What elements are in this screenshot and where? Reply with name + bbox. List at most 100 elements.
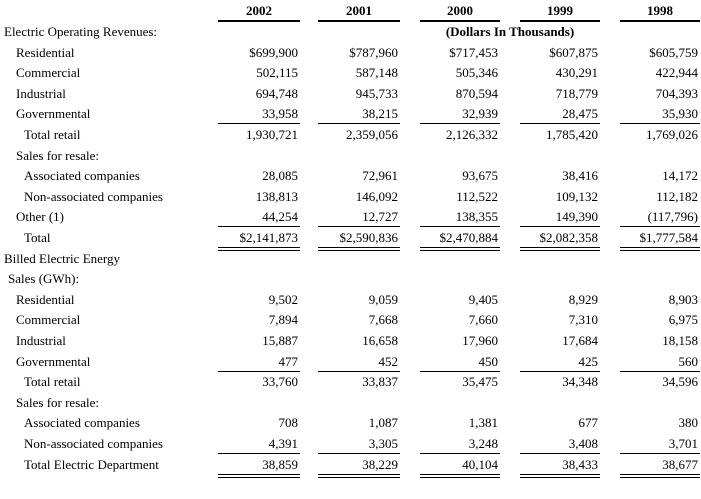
- header-rule: [420, 20, 500, 22]
- header-rule: [620, 20, 700, 22]
- cell-value: 1,381: [468, 415, 498, 431]
- cell-value: $2,141,873: [239, 230, 299, 245]
- cell-value: 34,348: [562, 374, 598, 390]
- subtotal-rule: [520, 123, 600, 125]
- total-rule: [218, 473, 300, 475]
- cell-value: 7,668: [368, 312, 398, 328]
- cell-value: 8,929: [568, 291, 598, 307]
- cell-value: (117,796): [647, 209, 698, 225]
- row-label: Total retail: [24, 127, 81, 142]
- cell-value: 15,887: [262, 333, 298, 348]
- cell-value: 35,475: [462, 374, 498, 390]
- cell-value: 14,172: [662, 168, 698, 184]
- cell-value: $787,960: [349, 44, 398, 60]
- total-rule: [218, 247, 300, 248]
- cell-value: 870,594: [455, 85, 498, 101]
- cell-value: 425: [578, 353, 599, 369]
- row-label: Billed Electric Energy: [4, 250, 120, 266]
- row-label: Residential: [16, 44, 75, 60]
- cell-value: 28,085: [262, 168, 298, 184]
- subtotal-rule: [318, 123, 400, 125]
- cell-value: 1,769,026: [646, 127, 698, 142]
- cell-value: 430,291: [555, 65, 598, 81]
- header-rule: [520, 20, 600, 22]
- cell-value: 33,837: [362, 374, 398, 390]
- cell-value: $607,875: [549, 44, 598, 60]
- total-rule: [520, 247, 600, 248]
- cell-value: 2,126,332: [446, 127, 498, 142]
- subtotal-rule: [218, 123, 300, 125]
- subtotal-rule: [218, 453, 300, 454]
- cell-value: 38,215: [362, 106, 398, 122]
- cell-value: 9,059: [368, 291, 398, 307]
- cell-value: 72,961: [362, 168, 398, 184]
- subtotal-rule: [620, 123, 700, 125]
- cell-value: $605,759: [649, 44, 698, 60]
- total-rule: [620, 473, 700, 475]
- total-rule: [420, 476, 500, 478]
- cell-value: 38,416: [562, 168, 598, 184]
- row-label: Governmental: [16, 106, 91, 122]
- column-header: 2000: [447, 3, 473, 18]
- cell-value: 7,894: [268, 312, 298, 328]
- row-label: Sales for resale:: [16, 147, 100, 163]
- cell-value: 112,182: [656, 188, 698, 204]
- cell-value: $717,453: [449, 44, 498, 60]
- cell-value: 945,733: [355, 85, 398, 101]
- row-label: Sales for resale:: [16, 394, 100, 410]
- cell-value: 3,305: [368, 436, 398, 451]
- cell-value: 4,391: [268, 436, 298, 451]
- subtotal-rule: [520, 226, 600, 228]
- total-rule: [318, 476, 400, 478]
- cell-value: 28,475: [562, 106, 598, 122]
- cell-value: 38,229: [362, 456, 398, 472]
- total-rule: [520, 476, 600, 478]
- row-label: Associated companies: [24, 415, 140, 431]
- subtotal-rule: [520, 370, 600, 372]
- row-label: Industrial: [16, 333, 66, 348]
- cell-value: 1,930,721: [246, 127, 298, 142]
- subtotal-rule: [420, 370, 500, 372]
- row-label: Electric Operating Revenues:: [4, 24, 158, 39]
- cell-value: 149,390: [555, 209, 598, 225]
- row-label: Industrial: [16, 85, 66, 101]
- total-rule: [318, 247, 400, 248]
- row-label: Other (1): [16, 209, 65, 225]
- subtotal-rule: [620, 226, 700, 228]
- cell-value: 560: [678, 353, 699, 369]
- cell-value: 587,148: [355, 65, 398, 81]
- cell-value: 38,677: [662, 456, 698, 472]
- subtotal-rule: [620, 453, 700, 454]
- total-rule: [318, 473, 400, 475]
- cell-value: 9,405: [468, 291, 498, 307]
- cell-value: 452: [378, 353, 399, 369]
- cell-value: 38,859: [262, 456, 298, 472]
- cell-value: $1,777,584: [639, 230, 699, 245]
- row-label: Sales (GWh):: [8, 271, 80, 287]
- cell-value: 708: [278, 415, 299, 431]
- column-header: 1999: [547, 3, 573, 18]
- header-rule: [218, 20, 300, 22]
- cell-value: 1,785,420: [546, 127, 598, 142]
- subtotal-rule: [318, 453, 400, 454]
- cell-value: 33,958: [262, 106, 298, 122]
- cell-value: 93,675: [462, 168, 498, 184]
- cell-value: 17,684: [562, 333, 598, 348]
- subtotal-rule: [620, 370, 700, 372]
- unit-note: (Dollars In Thousands): [445, 24, 575, 39]
- column-header: 2001: [346, 3, 372, 18]
- cell-value: 2,359,056: [346, 127, 398, 142]
- row-label: Associated companies: [24, 168, 140, 184]
- header-rule: [318, 20, 400, 22]
- cell-value: 677: [578, 415, 599, 431]
- cell-value: $2,082,358: [539, 230, 599, 245]
- total-rule: [218, 250, 300, 251]
- row-label: Total retail: [24, 374, 81, 390]
- cell-value: 9,502: [268, 291, 298, 307]
- row-label: Commercial: [16, 312, 81, 328]
- cell-value: $699,900: [249, 44, 298, 60]
- cell-value: 44,254: [262, 209, 298, 225]
- total-rule: [520, 473, 600, 475]
- subtotal-rule: [218, 226, 300, 228]
- cell-value: 18,158: [662, 333, 698, 348]
